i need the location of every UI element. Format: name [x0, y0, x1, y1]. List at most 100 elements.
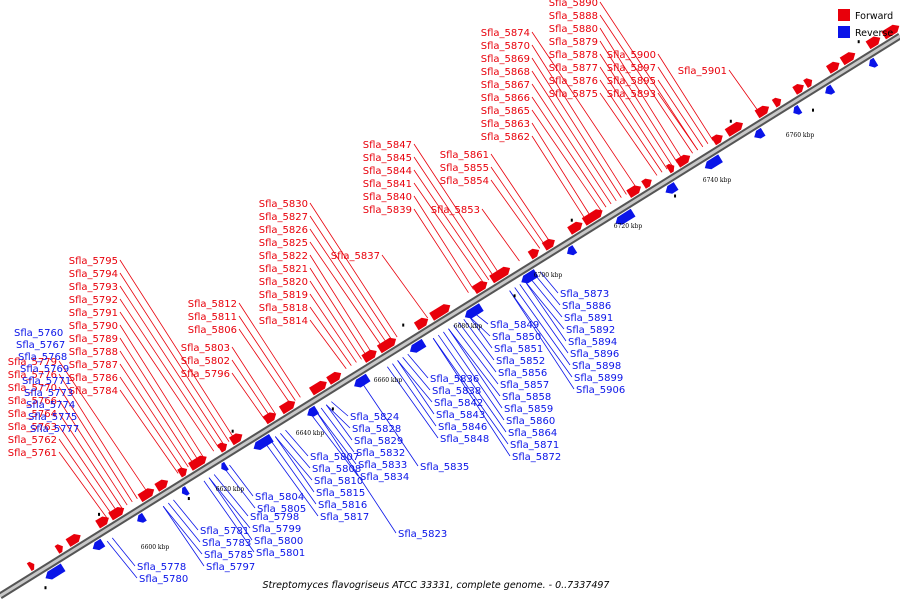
gene-label: Sfla_5843 — [436, 410, 485, 421]
reverse-gene-arrow — [521, 269, 539, 284]
gene-label: Sfla_5793 — [69, 282, 118, 293]
reverse-gene-arrow — [825, 84, 836, 95]
leader-line — [599, 40, 678, 163]
gene-label: Sfla_5848 — [440, 434, 489, 445]
gene-label: Sfla_5824 — [350, 412, 399, 423]
leader-line — [58, 399, 128, 506]
forward-gene-arrow — [278, 400, 296, 415]
gene-label: Sfla_5873 — [560, 289, 609, 300]
tick-label: 6700 kbp — [534, 272, 563, 279]
tick-label: 6720 kbp — [614, 223, 643, 230]
forward-gene-arrow — [188, 455, 207, 471]
leader-line — [531, 31, 637, 189]
forward-gene-arrow — [865, 36, 881, 50]
leader-line — [657, 92, 699, 151]
leader-line — [238, 328, 291, 404]
tick-label: 6660 kbp — [374, 377, 403, 384]
legend-label-reverse: Reverse — [855, 28, 893, 39]
leader-line — [468, 315, 493, 349]
gene-label: Sfla_5841 — [363, 179, 412, 190]
forward-gene-arrow — [309, 380, 327, 396]
gene-label: Sfla_5838 — [432, 386, 481, 397]
tick-label: 6680 kbp — [454, 323, 483, 330]
gene-label: Sfla_5836 — [430, 374, 479, 385]
leader-line — [361, 382, 419, 467]
gene-arrows — [26, 24, 900, 590]
genome-backbone — [0, 33, 900, 599]
small-feature — [729, 119, 732, 123]
forward-gene-arrow — [108, 507, 125, 521]
reverse-gene-arrow — [869, 57, 879, 68]
leader-line — [599, 79, 663, 173]
leader-line — [392, 363, 437, 427]
tick-marks: 6600 kbp 6620 kbp 6640 kbp 6660 kbp 6680 kbp… — [141, 132, 815, 551]
gene-label: Sfla_5783 — [202, 538, 251, 549]
leader-line — [119, 324, 204, 458]
reverse-gene-arrow — [615, 208, 636, 225]
leader-line — [309, 267, 367, 357]
gene-label: Sfla_5760 — [14, 328, 63, 339]
leader-line — [238, 302, 301, 398]
gene-label: Sfla_5893 — [607, 89, 656, 100]
gene-label: Sfla_5853 — [431, 205, 480, 216]
forward-gene-arrow — [177, 467, 188, 478]
gene-label: Sfla_5897 — [607, 63, 656, 74]
leader-line — [58, 386, 133, 503]
gene-label: Sfla_5798 — [250, 512, 299, 523]
forward-gene-arrow — [326, 371, 342, 385]
leader-line — [407, 353, 429, 379]
leader-lines — [58, 1, 760, 579]
gene-label: Sfla_5794 — [69, 269, 118, 280]
gene-label: Sfla_5867 — [481, 80, 530, 91]
forward-gene-arrow — [675, 154, 691, 168]
reverse-gene-arrow — [221, 461, 229, 472]
gene-label: Sfla_5815 — [316, 488, 365, 499]
leader-line — [231, 359, 271, 417]
gene-label: Sfla_5857 — [500, 380, 549, 391]
gene-label: Sfla_5864 — [508, 428, 557, 439]
leader-line — [531, 44, 627, 195]
gene-label: Sfla_5842 — [434, 398, 483, 409]
reverse-gene-arrow — [181, 486, 190, 496]
forward-gene-arrow — [581, 209, 603, 226]
gene-label: Sfla_5899 — [574, 373, 623, 384]
leader-line — [119, 337, 199, 461]
leader-line — [514, 287, 571, 366]
gene-label: Sfla_5817 — [320, 512, 369, 523]
gene-label: Sfla_5801 — [256, 548, 305, 559]
leader-line — [448, 328, 501, 397]
gene-label: Sfla_5825 — [259, 238, 308, 249]
gene-label: Sfla_5894 — [568, 337, 617, 348]
reverse-gene-arrow — [253, 434, 274, 450]
leader-line — [531, 96, 607, 208]
legend-label-forward: Forward — [855, 11, 893, 22]
forward-gene-arrow — [137, 488, 155, 503]
gene-label: Sfla_5827 — [259, 212, 308, 223]
gene-label: Sfla_5898 — [572, 361, 621, 372]
forward-gene-arrow — [826, 61, 840, 74]
gene-label: Sfla_5872 — [512, 452, 561, 463]
leader-line — [458, 322, 497, 373]
leader-line — [534, 274, 561, 306]
gene-label: Sfla_5797 — [206, 562, 255, 573]
forward-gene-arrow — [754, 105, 770, 119]
gene-label: Sfla_5806 — [188, 325, 237, 336]
leader-line — [203, 480, 255, 553]
gene-label: Sfla_5870 — [481, 41, 530, 52]
leader-line — [310, 414, 359, 477]
small-feature — [513, 294, 516, 298]
gene-label: Sfla_5785 — [204, 550, 253, 561]
leader-line — [331, 401, 349, 417]
leader-line — [162, 505, 203, 555]
small-feature — [402, 323, 405, 327]
leader-line — [119, 298, 220, 449]
leader-line — [413, 143, 500, 274]
leader-line — [119, 259, 235, 439]
gene-label: Sfla_5804 — [255, 492, 304, 503]
leader-line — [531, 83, 612, 205]
gene-label: Sfla_5814 — [259, 316, 308, 327]
gene-label: Sfla_5895 — [607, 76, 656, 87]
gene-label: Sfla_5779 — [8, 357, 57, 368]
gene-label: Sfla_5851 — [494, 344, 543, 355]
reverse-gene-arrow — [409, 338, 427, 353]
